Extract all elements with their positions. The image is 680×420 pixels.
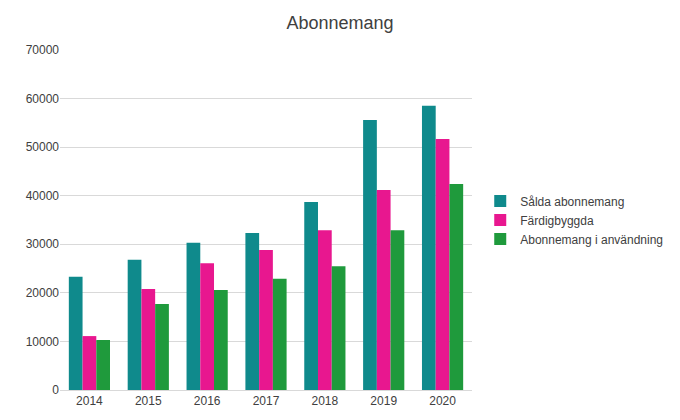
svg-text:2015: 2015 — [135, 394, 162, 408]
svg-text:60000: 60000 — [26, 92, 60, 106]
svg-text:Färdigbyggda: Färdigbyggda — [520, 214, 594, 228]
svg-text:30000: 30000 — [26, 237, 60, 251]
svg-text:10000: 10000 — [26, 335, 60, 349]
svg-text:2020: 2020 — [429, 394, 456, 408]
svg-text:Abonnemang i användning: Abonnemang i användning — [520, 233, 663, 247]
svg-text:Sålda abonnemang: Sålda abonnemang — [520, 195, 624, 209]
svg-text:50000: 50000 — [26, 140, 60, 154]
svg-text:20000: 20000 — [26, 286, 60, 300]
svg-text:40000: 40000 — [26, 189, 60, 203]
svg-text:2019: 2019 — [370, 394, 397, 408]
svg-text:2016: 2016 — [194, 394, 221, 408]
svg-text:2017: 2017 — [253, 394, 280, 408]
svg-text:2018: 2018 — [312, 394, 339, 408]
svg-text:Abonnemang: Abonnemang — [286, 13, 393, 33]
svg-text:70000: 70000 — [26, 43, 60, 57]
svg-text:0: 0 — [52, 383, 59, 397]
svg-text:2014: 2014 — [76, 394, 103, 408]
